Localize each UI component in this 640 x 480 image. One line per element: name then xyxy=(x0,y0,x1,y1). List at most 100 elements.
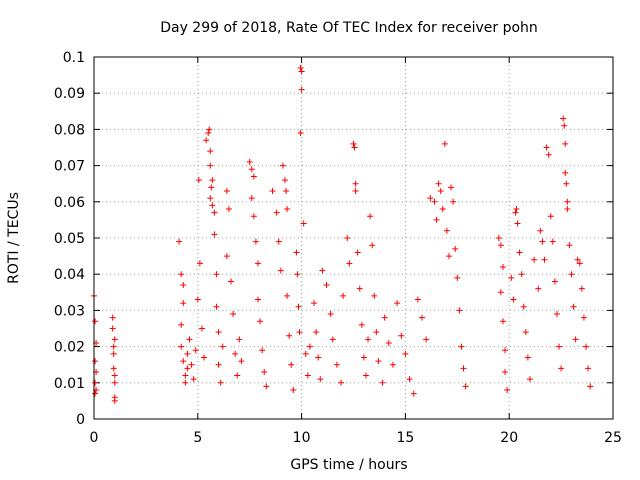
data-point xyxy=(398,332,405,339)
data-point xyxy=(234,372,241,379)
data-point xyxy=(186,336,193,343)
data-point xyxy=(526,376,533,383)
data-point xyxy=(508,274,515,281)
data-point xyxy=(344,235,351,241)
data-point xyxy=(358,321,365,328)
data-point xyxy=(207,162,214,169)
data-point xyxy=(109,314,116,321)
data-point xyxy=(499,263,506,270)
data-point xyxy=(524,354,531,361)
data-point xyxy=(213,303,220,310)
data-point xyxy=(211,231,218,238)
y-tick-label: 0.08 xyxy=(54,122,85,138)
data-point xyxy=(288,361,295,368)
data-point xyxy=(354,249,361,256)
data-point xyxy=(207,148,214,155)
data-point xyxy=(394,300,401,307)
data-point xyxy=(281,177,288,184)
data-point xyxy=(543,144,550,151)
data-point xyxy=(346,260,353,267)
x-tick-label: 10 xyxy=(293,430,311,446)
data-point xyxy=(558,365,565,372)
data-point xyxy=(236,336,243,343)
data-point xyxy=(111,336,118,343)
data-point xyxy=(551,278,558,285)
data-point xyxy=(211,209,218,216)
data-point xyxy=(283,187,290,194)
data-point xyxy=(273,209,280,216)
data-point xyxy=(207,195,214,202)
data-point xyxy=(300,220,307,227)
data-point xyxy=(513,206,520,213)
data-point xyxy=(454,274,461,281)
data-point xyxy=(180,358,187,365)
data-point xyxy=(255,260,262,267)
data-point xyxy=(448,184,455,191)
data-point xyxy=(313,329,320,336)
data-point xyxy=(110,365,117,372)
data-point xyxy=(562,169,569,176)
data-point xyxy=(549,238,556,245)
data-point xyxy=(215,329,222,336)
x-tick-label: 0 xyxy=(90,430,99,446)
data-point xyxy=(311,300,318,307)
data-point xyxy=(497,242,504,249)
y-tick-label: 0 xyxy=(76,412,85,428)
data-point xyxy=(351,144,358,151)
data-point xyxy=(176,238,183,245)
x-tick-label: 20 xyxy=(500,430,518,446)
chart-title: Day 299 of 2018, Rate Of TEC Index for r… xyxy=(160,20,538,36)
data-point xyxy=(184,350,191,357)
y-tick-label: 0.02 xyxy=(54,340,85,356)
grid xyxy=(94,57,613,419)
data-point xyxy=(205,130,212,137)
data-point xyxy=(545,151,552,158)
data-point xyxy=(203,137,210,144)
data-point xyxy=(338,379,345,386)
data-point xyxy=(201,354,208,361)
data-point xyxy=(568,271,575,278)
data-point xyxy=(522,329,529,336)
y-tick-label: 0.05 xyxy=(54,231,85,247)
data-point xyxy=(255,296,262,303)
data-point xyxy=(564,206,571,213)
data-point xyxy=(367,213,374,220)
data-point xyxy=(263,383,270,390)
data-point xyxy=(250,173,257,180)
data-point xyxy=(360,354,367,361)
data-point xyxy=(537,227,544,234)
data-point xyxy=(553,311,560,318)
data-point xyxy=(379,379,386,386)
data-point xyxy=(460,365,467,372)
data-point xyxy=(110,343,117,350)
data-point xyxy=(497,289,504,296)
data-point xyxy=(531,256,538,263)
data-point xyxy=(375,358,382,365)
data-point xyxy=(248,195,255,202)
data-point xyxy=(560,115,567,122)
data-point xyxy=(441,140,448,147)
ticks: 0 0.01 0.02 0.03 0.04 0.05 0.06 0.07 0.08 0.09 0.1… xyxy=(54,50,622,446)
x-tick-label: 25 xyxy=(604,430,622,446)
data-point xyxy=(279,162,286,169)
data-point xyxy=(406,376,413,383)
data-point xyxy=(410,390,417,397)
data-point xyxy=(561,122,568,129)
data-point xyxy=(252,238,259,245)
data-point xyxy=(365,336,372,343)
data-point xyxy=(541,256,548,263)
data-point xyxy=(223,187,230,194)
data-point xyxy=(516,249,523,256)
data-point xyxy=(433,216,440,223)
data-point xyxy=(250,213,257,220)
data-point xyxy=(585,365,592,372)
data-point xyxy=(317,376,324,383)
data-point xyxy=(570,303,577,310)
data-point xyxy=(298,68,305,75)
y-tick-label: 0.09 xyxy=(54,86,85,102)
y-tick-label: 0.06 xyxy=(54,195,85,211)
data-point xyxy=(547,213,554,220)
data-point xyxy=(184,365,191,372)
data-point xyxy=(209,177,216,184)
data-point xyxy=(223,253,230,260)
